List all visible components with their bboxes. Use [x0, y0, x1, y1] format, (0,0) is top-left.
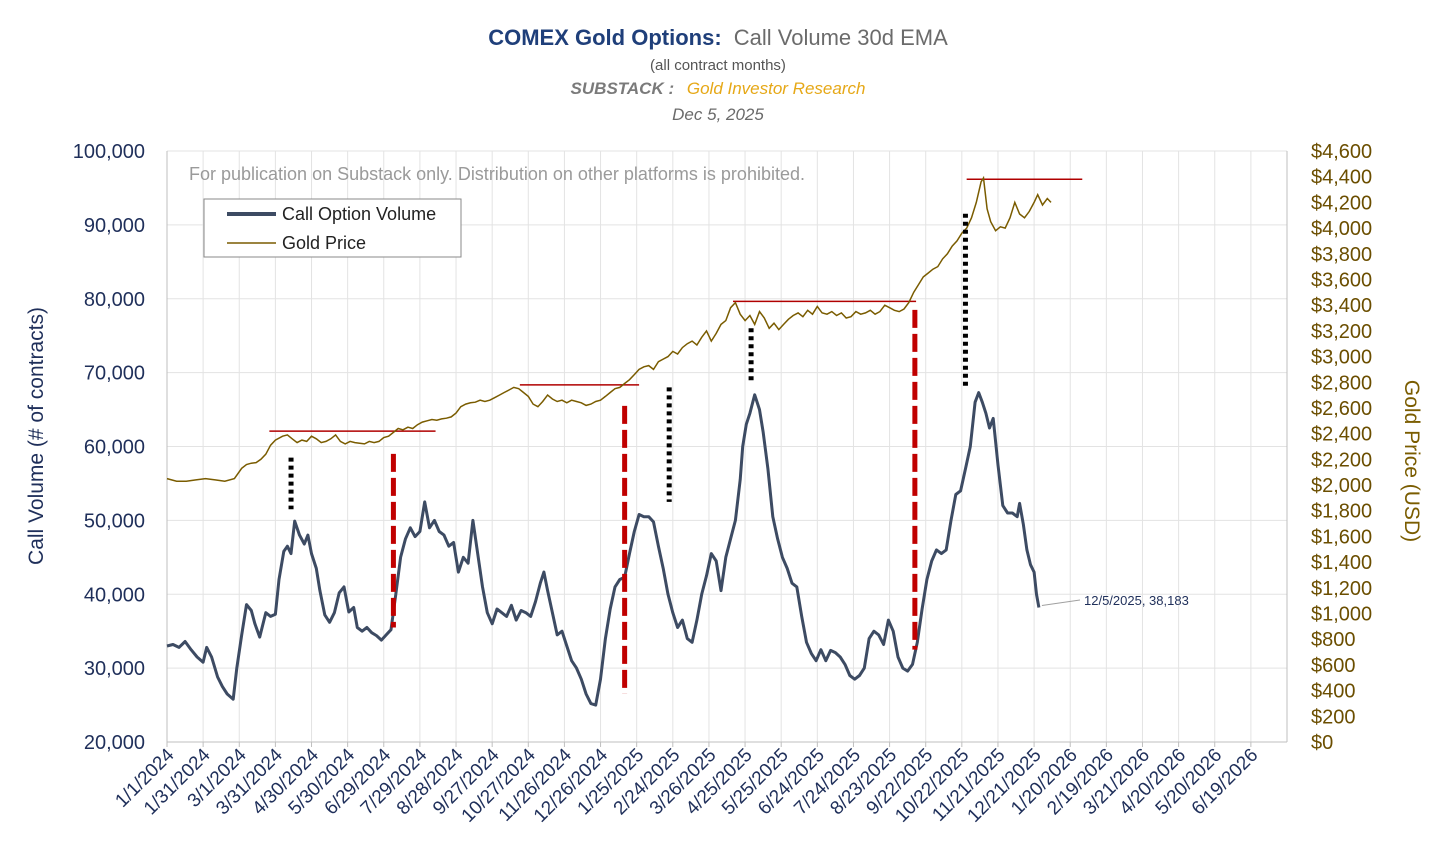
chart-subtitle: (all contract months) [650, 57, 786, 74]
y-left-tick-label: 50,000 [84, 510, 145, 532]
y-left-tick-label: 70,000 [84, 363, 145, 385]
y-left-tick-label: 60,000 [84, 437, 145, 459]
y-left-tick-label: 40,000 [84, 584, 145, 606]
y-right-tick-label: $2,600 [1311, 398, 1372, 420]
y-right-tick-label: $2,800 [1311, 372, 1372, 394]
annotation-last-value: 12/5/2025, 38,183 [1084, 593, 1189, 608]
y-right-tick-label: $3,800 [1311, 244, 1372, 266]
y-right-tick-label: $2,400 [1311, 424, 1372, 446]
y-right-tick-label: $800 [1311, 629, 1356, 651]
y-right-tick-label: $200 [1311, 706, 1356, 728]
y-right-tick-label: $1,800 [1311, 501, 1372, 523]
y-right-tick-label: $400 [1311, 681, 1356, 703]
y-right-tick-label: $2,000 [1311, 475, 1372, 497]
y-right-tick-label: $4,200 [1311, 192, 1372, 214]
y-right-tick-label: $600 [1311, 655, 1356, 677]
y-left-tick-label: 80,000 [84, 289, 145, 311]
watermark: For publication on Substack only. Distri… [189, 164, 805, 184]
y-right-tick-label: $1,600 [1311, 526, 1372, 548]
legend-box [203, 198, 462, 258]
y-right-tick-label: $3,000 [1311, 347, 1372, 369]
source-label: SUBSTACK : [571, 79, 675, 98]
y-left-tick-label: 90,000 [84, 215, 145, 237]
y-right-tick-label: $3,600 [1311, 269, 1372, 291]
y-left-tick-label: 20,000 [84, 732, 145, 754]
chart-date: Dec 5, 2025 [672, 105, 764, 124]
gold-price-line [166, 175, 1052, 482]
signal-markers [288, 213, 968, 694]
call-volume-line [166, 391, 1041, 707]
y-axis-left-ticks: 20,000 30,000 40,000 50,000 60,000 70,000 80,0… [73, 141, 145, 754]
y-right-tick-label: $0 [1311, 732, 1333, 754]
legend-label-gold: Gold Price [282, 233, 366, 253]
y-left-tick-label: 100,000 [73, 141, 145, 163]
resistance-lines [269, 178, 1083, 432]
y-right-tick-label: $4,400 [1311, 167, 1372, 189]
y-right-tick-label: $4,000 [1311, 218, 1372, 240]
annotation-leader [1041, 599, 1081, 607]
y-right-tick-label: $1,000 [1311, 604, 1372, 626]
x-axis-ticks: 1/1/20241/31/20243/1/20243/31/20244/30/2… [111, 742, 1262, 827]
legend: Call Option Volume Gold Price [203, 198, 462, 258]
chart-title: COMEX Gold Options: Call Volume 30d EMA [488, 25, 948, 50]
y-right-tick-label: $1,400 [1311, 552, 1372, 574]
y-right-tick-label: $4,600 [1311, 141, 1372, 163]
chart-title-rest: Call Volume 30d EMA [734, 25, 948, 50]
y-right-tick-label: $2,200 [1311, 449, 1372, 471]
y-right-tick-label: $1,200 [1311, 578, 1372, 600]
chart-title-bold: COMEX Gold Options: [488, 25, 721, 50]
y-left-tick-label: 30,000 [84, 658, 145, 680]
y-axis-right-ticks: $0 $200 $400 $600 $800 $1,000 $1,200 $1,400 $1,6… [1311, 141, 1372, 754]
source-name: Gold Investor Research [687, 79, 866, 98]
y-axis-right-label: Gold Price (USD) [1400, 380, 1423, 542]
y-right-tick-label: $3,400 [1311, 295, 1372, 317]
y-right-tick-label: $3,200 [1311, 321, 1372, 343]
chart-source: SUBSTACK : Gold Investor Research [571, 79, 866, 98]
y-axis-left-label: Call Volume (# of contracts) [25, 307, 48, 565]
legend-label-volume: Call Option Volume [282, 204, 436, 224]
